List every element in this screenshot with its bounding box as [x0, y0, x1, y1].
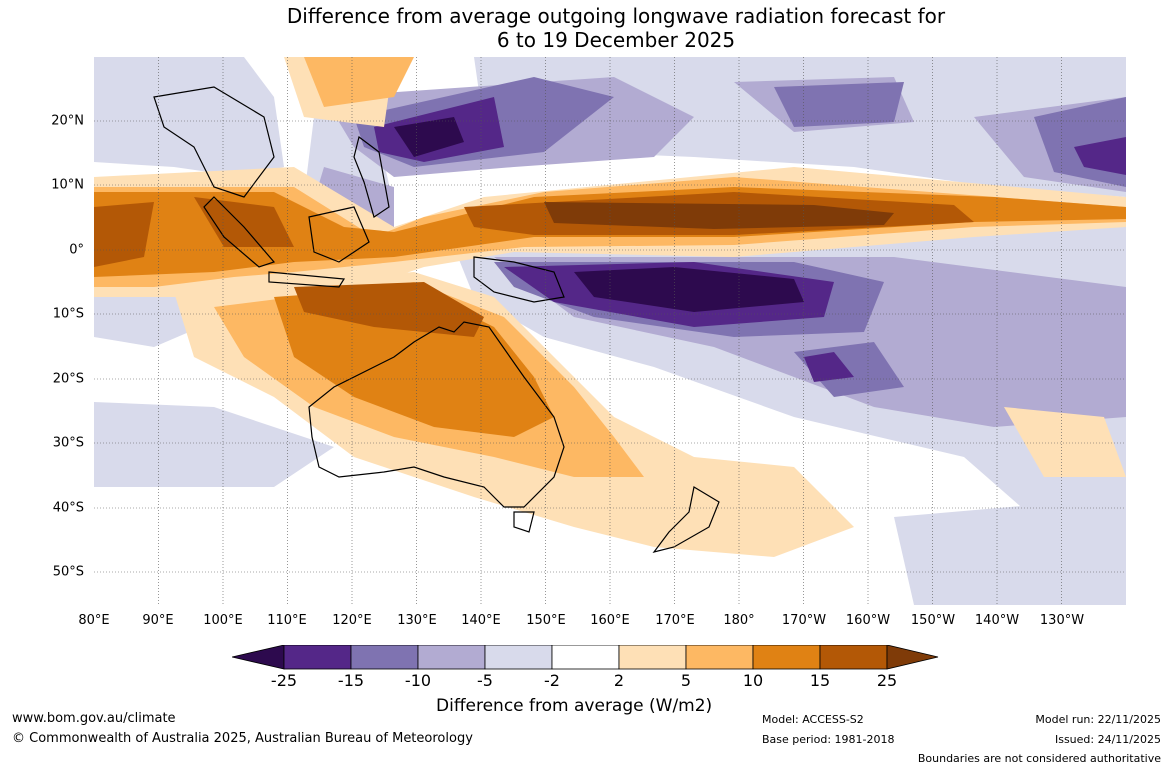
olr-anomaly-map — [94, 57, 1126, 605]
anomaly-band-deepest-purple — [394, 117, 804, 312]
anomaly-band-darkest-brown — [544, 202, 894, 229]
lon-label: 180° — [723, 613, 755, 628]
boundary-disclaimer: Boundaries are not considered authoritat… — [917, 752, 1161, 765]
lat-label: 30°S — [52, 435, 84, 451]
website-link[interactable]: www.bom.gov.au/climate — [12, 711, 176, 726]
model-run-date: Model run: 22/11/2025 — [1035, 713, 1161, 726]
lon-label: 160°W — [845, 613, 891, 628]
colorbar-tick: -5 — [477, 671, 493, 690]
philippines-coastline — [353, 135, 390, 218]
lon-label: 150°E — [526, 613, 566, 628]
colorbar-segment — [752, 645, 821, 670]
colorbar-tick: -15 — [337, 671, 365, 690]
lon-label: 150°W — [910, 613, 956, 628]
lon-label: 170°W — [781, 613, 827, 628]
indochina-coastline — [153, 86, 275, 198]
map-title-line1: Difference from average outgoing longwav… — [286, 4, 946, 28]
colorbar-segment — [618, 645, 687, 670]
colorbar-tick: 10 — [742, 671, 764, 690]
lon-label: 170°E — [655, 613, 695, 628]
lat-label: 40°S — [52, 500, 84, 516]
lon-label: 160°E — [590, 613, 630, 628]
issued-date: Issued: 24/11/2025 — [1054, 733, 1161, 746]
colorbar-tick: -2 — [544, 671, 560, 690]
lon-label: 90°E — [142, 613, 174, 628]
lon-label: 120°E — [332, 613, 372, 628]
copyright-notice: © Commonwealth of Australia 2025, Austra… — [12, 731, 473, 746]
colorbar-segment — [551, 645, 620, 670]
colorbar-tick: 5 — [680, 671, 692, 690]
colorbar-tick: 15 — [809, 671, 831, 690]
lon-label: 140°W — [974, 613, 1020, 628]
colorbar-segment — [417, 645, 486, 670]
lon-label: 80°E — [78, 613, 110, 628]
colorbar-tick: -25 — [270, 671, 298, 690]
colorbar-tick: 2 — [613, 671, 625, 690]
lat-label: 0° — [69, 242, 84, 258]
lon-label: 140°E — [461, 613, 501, 628]
lon-label: 130°W — [1039, 613, 1085, 628]
colorbar-extend-low — [232, 645, 285, 670]
colorbar-tick: -10 — [404, 671, 432, 690]
graticule — [94, 57, 1126, 605]
lat-label: 10°S — [52, 306, 84, 322]
colorbar-extend-high — [886, 645, 939, 670]
colorbar-segment — [685, 645, 754, 670]
colorbar-segment — [350, 645, 419, 670]
lat-label: 20°S — [52, 371, 84, 387]
lon-label: 110°E — [267, 613, 307, 628]
new-zealand-coastline — [652, 486, 720, 553]
sumatra-coastline — [203, 196, 276, 268]
java-coastline — [268, 271, 346, 288]
colorbar-segment — [819, 645, 888, 670]
model-name: Model: ACCESS-S2 — [762, 713, 864, 726]
colorbar-segment — [484, 645, 553, 670]
lon-label: 130°E — [397, 613, 437, 628]
lon-label: 100°E — [203, 613, 243, 628]
lat-label: 10°N — [51, 177, 84, 193]
base-period: Base period: 1981-2018 — [762, 733, 895, 746]
lat-label: 50°S — [52, 564, 84, 580]
colorbar-segment — [283, 645, 352, 670]
map-title-line2: 6 to 19 December 2025 — [496, 28, 736, 52]
australia-coastline — [308, 321, 565, 508]
borneo-coastline — [308, 206, 370, 263]
colorbar-tick: 25 — [876, 671, 898, 690]
lat-label: 20°N — [51, 113, 84, 129]
colorbar-label: Difference from average (W/m2) — [436, 696, 713, 716]
colorbar — [232, 645, 939, 670]
tasmania-coastline — [513, 511, 535, 533]
coastlines — [153, 86, 720, 553]
new-guinea-coastline — [473, 256, 565, 303]
